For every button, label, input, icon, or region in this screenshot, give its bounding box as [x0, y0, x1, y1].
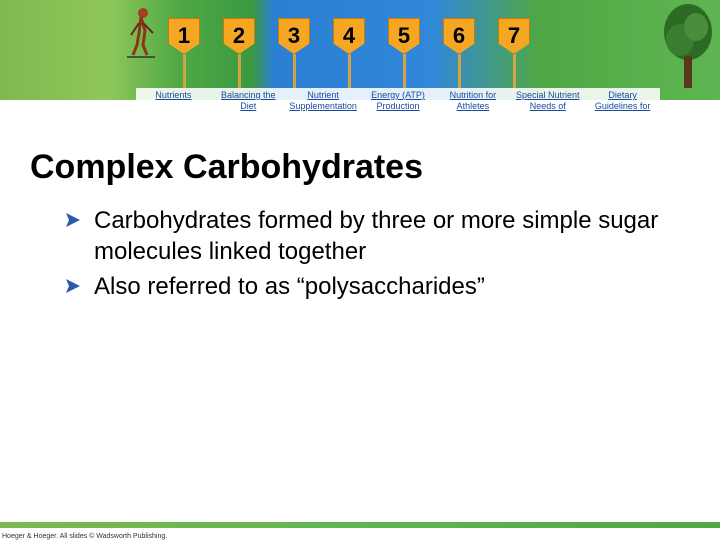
nav-marker-6[interactable]: 6 — [443, 18, 475, 88]
nav-link-energy[interactable]: Energy (ATP) Production — [361, 88, 436, 133]
footer-copyright: Hoeger & Hoeger. All slides © Wadsworth … — [2, 533, 167, 540]
tree-decoration — [660, 2, 715, 90]
header-banner: 1 2 3 4 5 6 7 — [0, 0, 720, 100]
bullet-arrow-icon — [66, 213, 82, 227]
footer-accent-bar — [0, 522, 720, 528]
nav-marker-1[interactable]: 1 — [168, 18, 200, 88]
nav-labels-row: Nutrients Balancing the Diet Nutrient Su… — [136, 88, 660, 133]
bullet-text: Carbohydrates formed by three or more si… — [94, 205, 690, 267]
marker-number: 3 — [278, 18, 310, 54]
nav-marker-7[interactable]: 7 — [498, 18, 530, 88]
marker-number: 4 — [333, 18, 365, 54]
bullet-list: Carbohydrates formed by three or more si… — [66, 205, 690, 303]
bullet-arrow-icon — [66, 279, 82, 293]
nav-link-special[interactable]: Special Nutrient Needs of — [510, 88, 585, 133]
nav-marker-3[interactable]: 3 — [278, 18, 310, 88]
marker-number: 5 — [388, 18, 420, 54]
marker-number: 1 — [168, 18, 200, 54]
marker-number: 6 — [443, 18, 475, 54]
bullet-text: Also referred to as “polysaccharides” — [94, 271, 485, 302]
nav-link-balancing[interactable]: Balancing the Diet — [211, 88, 286, 133]
list-item: Also referred to as “polysaccharides” — [66, 271, 690, 302]
nav-marker-4[interactable]: 4 — [333, 18, 365, 88]
list-item: Carbohydrates formed by three or more si… — [66, 205, 690, 267]
skier-figure — [125, 5, 160, 60]
nav-link-supplementation[interactable]: Nutrient Supplementation — [286, 88, 361, 133]
nav-markers: 1 2 3 4 5 6 7 — [168, 18, 530, 88]
nav-link-nutrients[interactable]: Nutrients — [136, 88, 211, 133]
nav-marker-2[interactable]: 2 — [223, 18, 255, 88]
marker-number: 7 — [498, 18, 530, 54]
nav-link-athletes[interactable]: Nutrition for Athletes — [435, 88, 510, 133]
slide-title: Complex Carbohydrates — [30, 148, 690, 187]
marker-number: 2 — [223, 18, 255, 54]
nav-link-dietary[interactable]: Dietary Guidelines for — [585, 88, 660, 133]
nav-marker-5[interactable]: 5 — [388, 18, 420, 88]
